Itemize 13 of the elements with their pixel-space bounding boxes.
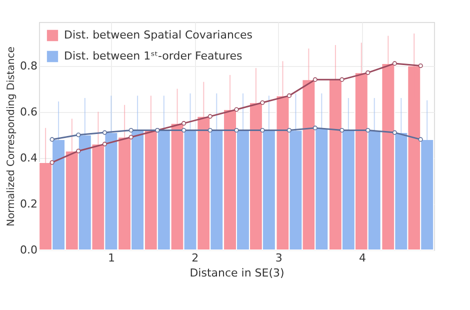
x-tick-label: 4 <box>359 252 366 264</box>
y-tick-label: 0.4 <box>20 151 38 164</box>
legend-label: Dist. between Spatial Covariances <box>64 28 253 42</box>
x-tick-label: 2 <box>192 252 199 264</box>
y-tick-label: 0.8 <box>20 59 38 72</box>
y-tick-label: 0.0 <box>20 244 38 256</box>
x-tick-label: 1 <box>108 252 115 264</box>
x-tick-label: 3 <box>275 252 282 264</box>
y-tick-label: 0.2 <box>20 197 38 210</box>
legend-label: Dist. between 1ˢᵗ-order Features <box>64 50 243 62</box>
y-tick-label: 0.6 <box>20 105 38 118</box>
x-axis-title: Distance in SE(3) <box>190 266 284 280</box>
y-axis-title: Normalized Corresponding Distance <box>6 46 18 226</box>
